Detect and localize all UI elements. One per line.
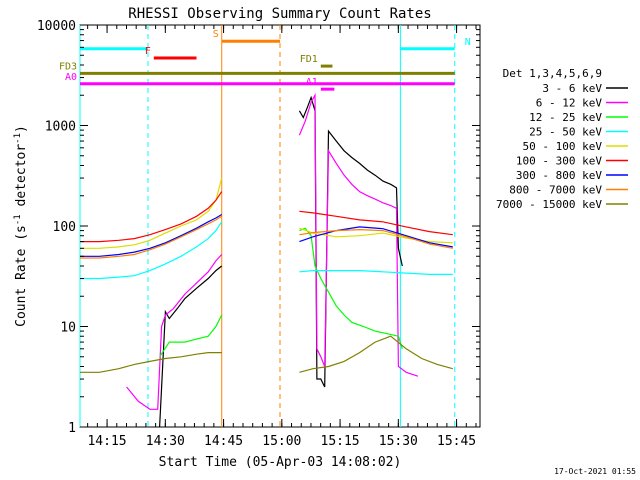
y-tick-label: 10000 — [37, 19, 76, 34]
y-axis-label-sup: -1 — [13, 133, 23, 144]
series-line-6 — [80, 213, 223, 257]
series-line-7 — [80, 215, 223, 259]
series-line-4 — [80, 177, 223, 249]
series-line-7 — [299, 228, 453, 249]
series-line-5 — [299, 210, 453, 236]
x-tick-label: 15:15 — [321, 434, 360, 449]
state-label-fd1: FD1 — [300, 54, 318, 65]
y-tick-label: 100 — [53, 220, 76, 235]
x-tick-label: 14:45 — [204, 434, 243, 449]
series-line-8 — [299, 335, 453, 373]
y-axis-label-part: ) — [14, 125, 29, 133]
legend-label: 800 - 7000 keV — [509, 184, 602, 197]
y-tick-label: 1000 — [45, 120, 76, 135]
series-line-3 — [80, 221, 223, 280]
x-axis-label: Start Time (05-Apr-03 14:08:02) — [159, 455, 402, 470]
y-axis-label-part: Count Rate (s — [14, 225, 29, 327]
x-tick-label: 14:15 — [87, 434, 126, 449]
axes: 1 10 100 1000 10000 14:15 14:30 14:45 15:00 15:15… — [37, 19, 480, 449]
x-tick-label: 14:30 — [146, 434, 185, 449]
state-label-f: F — [145, 46, 151, 57]
legend-title: Det 1,3,4,5,6,9 — [503, 67, 602, 80]
y-axis-label-sup: -1 — [13, 214, 23, 225]
series-line-0 — [298, 95, 403, 388]
x-tick-label: 15:30 — [379, 434, 418, 449]
x-tick-label: 15:00 — [262, 434, 301, 449]
y-tick-label: 10 — [60, 321, 76, 336]
legend-label: 12 - 25 keV — [529, 111, 602, 124]
y-axis-label: Count Rate (s-1 detector-1) — [13, 125, 29, 327]
series-line-2 — [159, 314, 223, 358]
y-tick-label: 1 — [68, 421, 76, 436]
y-axis-label-group: Count Rate (s-1 detector-1) — [13, 125, 29, 327]
series-line-5 — [80, 191, 223, 243]
y-axis-label-part: detector — [14, 144, 29, 215]
chart-title: RHESSI Observing Summary Count Rates — [128, 6, 431, 22]
legend-label: 300 - 800 keV — [516, 169, 602, 182]
state-label-a0: A0 — [65, 72, 77, 83]
legend-label: 7000 - 15000 keV — [496, 198, 602, 211]
series-line-8 — [80, 352, 222, 373]
legend-label: 100 - 300 keV — [516, 155, 602, 168]
legend-label: 25 - 50 keV — [529, 126, 602, 139]
series-line-3 — [299, 270, 453, 275]
legend-label: 50 - 100 keV — [523, 140, 603, 153]
series-line-2 — [299, 227, 403, 349]
state-label-s: S — [213, 29, 219, 40]
x-tick-label: 15:45 — [437, 434, 476, 449]
legend-label: 3 - 6 keV — [542, 82, 602, 95]
series-line-6 — [299, 226, 453, 248]
series-line-1 — [298, 92, 419, 377]
timestamp: 17-Oct-2021 01:55 — [554, 467, 636, 476]
state-label-fd3: FD3 — [59, 61, 77, 72]
legend-label: 6 - 12 keV — [536, 97, 603, 110]
state-label-a1: A1 — [306, 77, 318, 88]
series-line-1 — [126, 254, 223, 410]
state-label-n: N — [465, 37, 471, 48]
